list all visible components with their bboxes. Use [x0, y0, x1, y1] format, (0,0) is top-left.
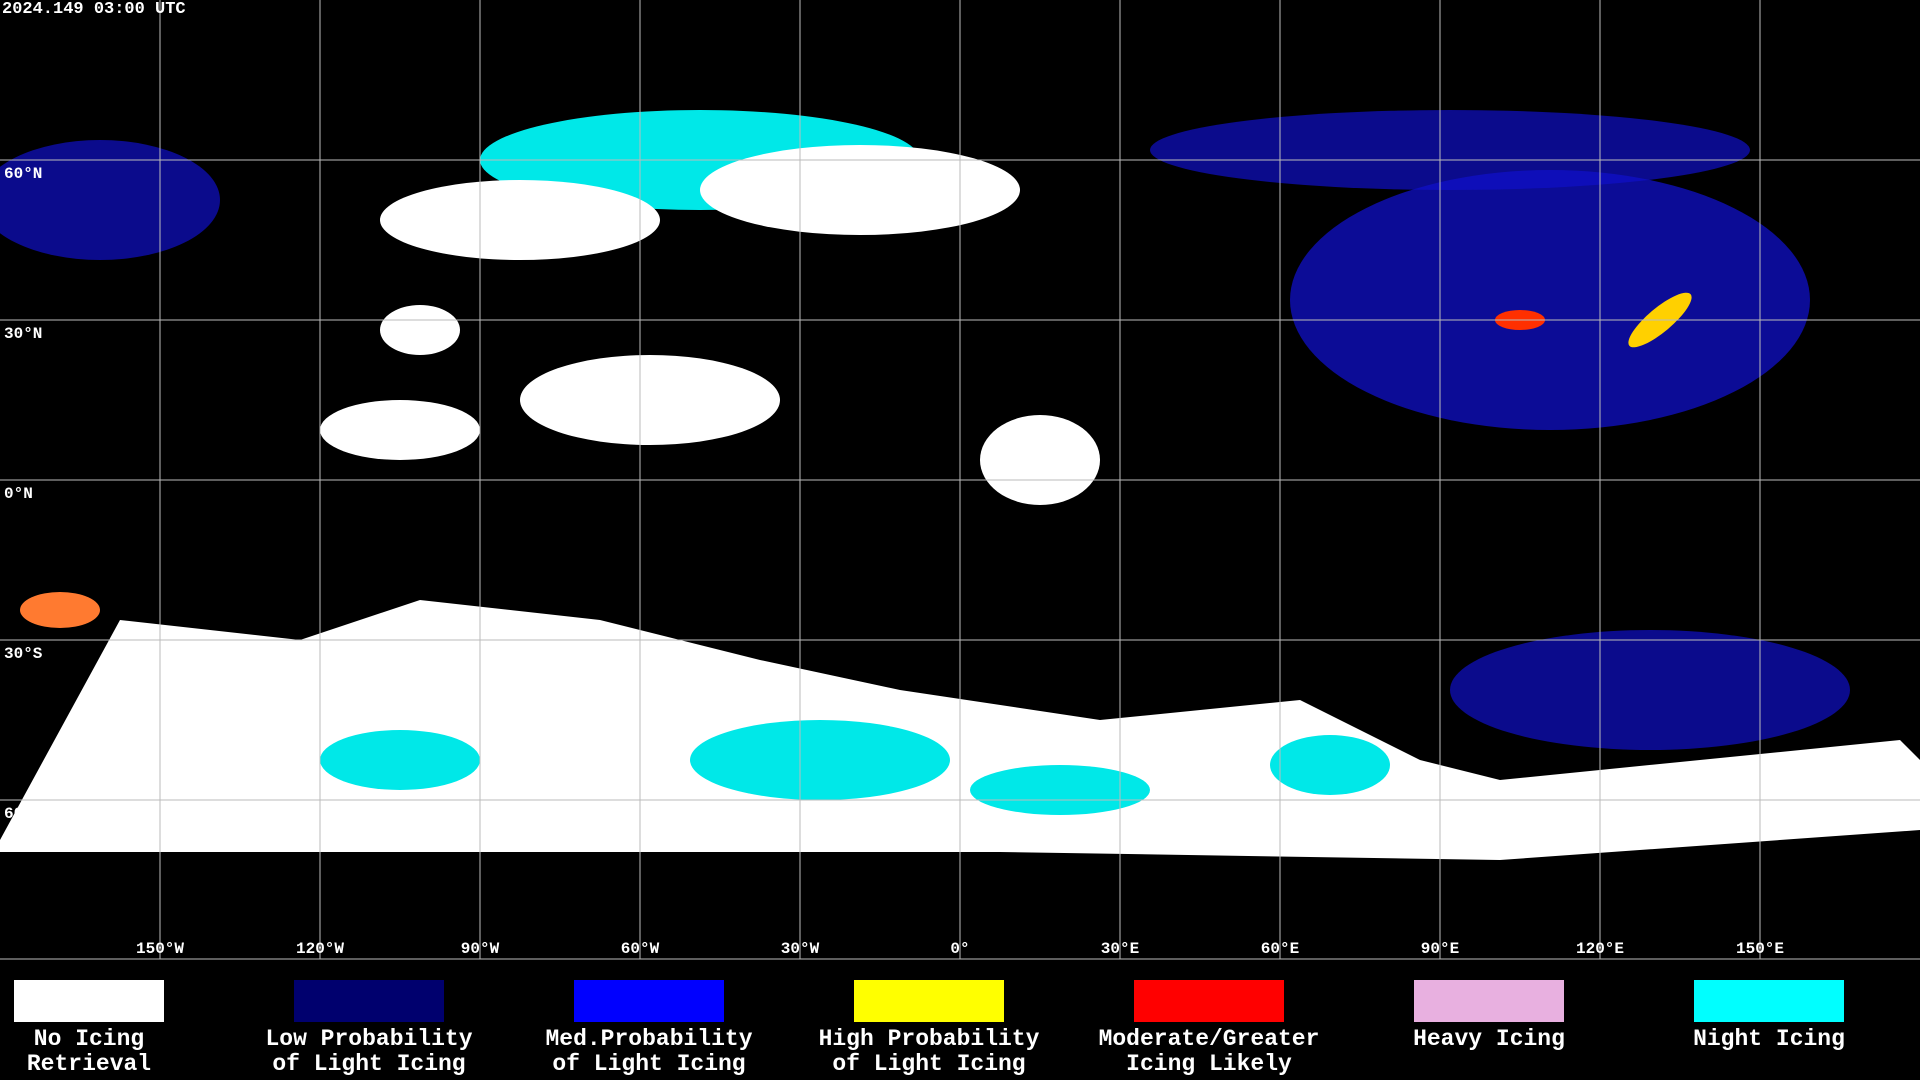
legend-label: Retrieval [27, 1051, 151, 1077]
icing-med [1290, 170, 1810, 430]
legend-label: No Icing [34, 1026, 144, 1052]
legend-swatch [14, 980, 164, 1022]
longitude-label: 60°E [1261, 940, 1299, 958]
legend-swatch [574, 980, 724, 1022]
longitude-label: 60°W [621, 940, 660, 958]
longitude-label: 90°W [461, 940, 500, 958]
legend-swatch [1414, 980, 1564, 1022]
legend-label: Night Icing [1693, 1026, 1845, 1052]
latitude-label: 60°S [4, 805, 43, 823]
longitude-label: 120°W [296, 940, 344, 958]
legend-swatch [854, 980, 1004, 1022]
legend-label: of Light Icing [832, 1051, 1025, 1077]
icing-moderate [20, 592, 100, 628]
longitude-label: 30°W [781, 940, 820, 958]
cloud-white [380, 180, 660, 260]
cloud-white [520, 355, 780, 445]
timestamp: 2024.149 03:00 UTC [2, 0, 186, 19]
legend-label: High Probability [819, 1026, 1040, 1052]
legend-label: of Light Icing [552, 1051, 745, 1077]
longitude-label: 150°E [1736, 940, 1784, 958]
cloud-cyan [1270, 735, 1390, 795]
cloud-white [380, 305, 460, 355]
icing-med [1150, 110, 1750, 190]
legend-label: Low Probability [265, 1026, 472, 1052]
cloud-cyan [970, 765, 1150, 815]
latitude-label: 30°S [4, 645, 43, 663]
cloud-cyan [690, 720, 950, 800]
legend-swatch [1134, 980, 1284, 1022]
icing-med [1450, 630, 1850, 750]
latitude-label: 60°N [4, 165, 42, 183]
cloud-white [480, 660, 600, 740]
legend-label: Heavy Icing [1413, 1026, 1565, 1052]
legend-label: Icing Likely [1126, 1051, 1292, 1077]
graticule: 60°N 30°N 0°N 30°S 60°S 150°W 120°W 90°W 60°W 30°… [0, 0, 1920, 960]
legend-swatch [1694, 980, 1844, 1022]
longitude-label: 0° [950, 940, 969, 958]
longitude-label: 30°E [1101, 940, 1139, 958]
latitude-label: 0°N [4, 485, 33, 503]
cloud-cyan [320, 730, 480, 790]
legend-label: of Light Icing [272, 1051, 465, 1077]
legend-label: Med.Probability [545, 1026, 752, 1052]
longitude-label: 150°W [136, 940, 184, 958]
cloud-white [700, 145, 1020, 235]
icing-med [0, 140, 220, 260]
latitude-label: 30°N [4, 325, 42, 343]
longitude-label: 120°E [1576, 940, 1624, 958]
longitude-label: 90°E [1421, 940, 1459, 958]
cloud-white [980, 415, 1100, 505]
legend-label: Moderate/Greater [1099, 1026, 1320, 1052]
legend-swatch [294, 980, 444, 1022]
cloud-white [320, 400, 480, 460]
